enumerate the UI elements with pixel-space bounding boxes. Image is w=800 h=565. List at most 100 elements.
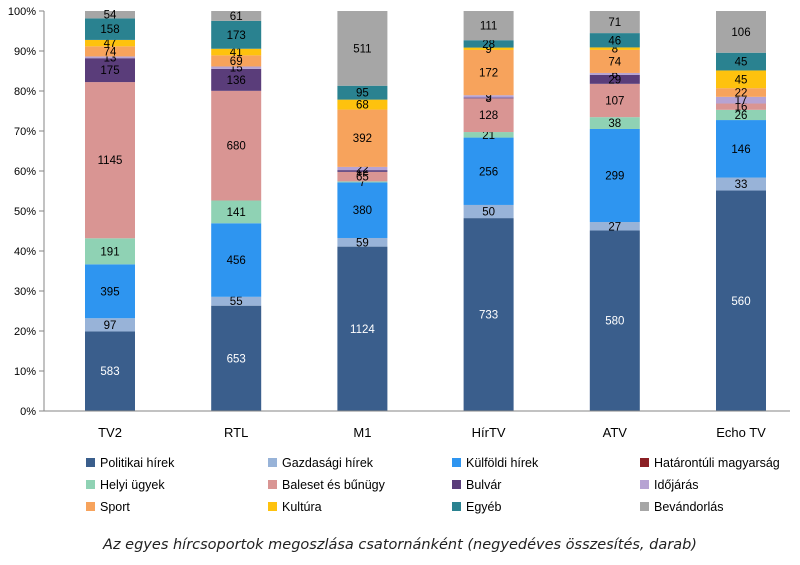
data-label: 16 bbox=[735, 102, 748, 114]
data-label: 74 bbox=[104, 46, 117, 58]
data-label: 380 bbox=[353, 205, 372, 217]
y-tick-label: 50% bbox=[14, 206, 36, 218]
data-label: 191 bbox=[100, 246, 119, 258]
bar-segment bbox=[211, 66, 262, 69]
data-label: 128 bbox=[479, 110, 498, 122]
legend-item: Egyéb bbox=[452, 500, 501, 514]
legend-label: Politikai hírek bbox=[100, 456, 175, 470]
bar-segment bbox=[463, 137, 514, 205]
data-label: 17 bbox=[735, 95, 748, 107]
bar-segment bbox=[716, 103, 766, 110]
data-label: 141 bbox=[227, 207, 246, 219]
bar-segment bbox=[589, 72, 640, 75]
bar-segment bbox=[463, 98, 514, 133]
y-tick-label: 10% bbox=[14, 366, 36, 378]
bar-segment bbox=[589, 128, 640, 223]
data-label: 146 bbox=[731, 144, 750, 156]
legend-item: Határontúli magyarság bbox=[640, 456, 780, 470]
data-label: 8 bbox=[612, 44, 618, 56]
data-label: 175 bbox=[100, 65, 119, 77]
bar-segment bbox=[589, 74, 640, 84]
bar-segment bbox=[85, 318, 135, 332]
data-label: 74 bbox=[608, 56, 621, 68]
legend-label: Időjárás bbox=[654, 478, 698, 492]
data-label: 21 bbox=[482, 130, 495, 142]
legend-label: Bulvár bbox=[466, 478, 501, 492]
data-label: 136 bbox=[227, 75, 246, 87]
data-label: 69 bbox=[230, 56, 243, 68]
data-label: 29 bbox=[608, 74, 621, 86]
bar-segment bbox=[211, 48, 262, 56]
bar-segment bbox=[716, 109, 766, 121]
legend-item: Politikai hírek bbox=[86, 456, 175, 470]
data-label: 560 bbox=[731, 296, 750, 308]
data-label: 1145 bbox=[98, 155, 123, 167]
bar-segment bbox=[85, 331, 135, 411]
data-label: 45 bbox=[735, 74, 748, 86]
bar-segment bbox=[716, 88, 766, 97]
bar-segment bbox=[85, 39, 135, 47]
data-label: 71 bbox=[608, 17, 621, 29]
bar-segment bbox=[211, 68, 262, 91]
bar-segment bbox=[589, 83, 640, 118]
bar-segment bbox=[589, 230, 640, 411]
bar-segment bbox=[337, 85, 388, 100]
legend-label: Sport bbox=[100, 500, 130, 514]
bar-segment bbox=[589, 222, 640, 231]
bar-segment bbox=[85, 18, 135, 40]
legend-label: Baleset és bűnügy bbox=[282, 478, 386, 492]
data-label: 50 bbox=[482, 207, 495, 219]
bar-segment bbox=[463, 11, 514, 41]
legend-swatch bbox=[452, 502, 461, 511]
y-tick-label: 40% bbox=[14, 246, 36, 258]
bar-segment bbox=[463, 97, 514, 99]
data-label: 9 bbox=[485, 91, 491, 103]
bar-segment bbox=[85, 46, 135, 57]
data-label: 653 bbox=[227, 353, 246, 365]
data-label: 41 bbox=[230, 47, 243, 59]
bar-segment bbox=[589, 117, 640, 129]
y-axis: 0% 10% 20% 30% 40% 50% 60% 70% 80% 90% 100% bbox=[8, 6, 45, 418]
data-label: 158 bbox=[100, 24, 119, 36]
legend-swatch bbox=[452, 458, 461, 467]
data-label: 45 bbox=[735, 57, 748, 69]
y-tick-label: 80% bbox=[14, 86, 36, 98]
bar-segment bbox=[211, 90, 262, 201]
legend-swatch bbox=[640, 502, 649, 511]
legend-label: Helyi ügyek bbox=[100, 478, 165, 492]
data-label: 3 bbox=[485, 93, 491, 105]
y-tick-label: 0% bbox=[20, 406, 36, 418]
bar-segment bbox=[716, 190, 766, 411]
legend-label: Kultúra bbox=[282, 500, 322, 514]
data-label: 26 bbox=[735, 110, 748, 122]
y-tick-label: 20% bbox=[14, 326, 36, 338]
legend-item: Időjárás bbox=[640, 478, 698, 492]
bar-segment bbox=[463, 132, 514, 138]
bar-segment bbox=[463, 40, 514, 48]
legend-swatch bbox=[268, 480, 277, 489]
bar-segment bbox=[85, 238, 135, 265]
bar-segment bbox=[337, 246, 388, 411]
legend: Politikai hírek Gazdasági hírek Külföldi h… bbox=[86, 456, 780, 514]
bar-segment bbox=[463, 49, 514, 96]
bar-segment bbox=[85, 264, 135, 319]
bar-segment bbox=[463, 95, 514, 98]
bar-segment bbox=[337, 166, 388, 171]
data-label: 9 bbox=[485, 44, 491, 56]
bar-segment bbox=[337, 11, 388, 86]
y-tick-label: 60% bbox=[14, 166, 36, 178]
legend-swatch bbox=[268, 502, 277, 511]
data-label: 54 bbox=[104, 10, 117, 22]
legend-label: Egyéb bbox=[466, 500, 501, 514]
data-label: 583 bbox=[100, 366, 119, 378]
bar-segment bbox=[463, 204, 514, 219]
bar-segment bbox=[463, 47, 514, 50]
data-label: 7 bbox=[359, 177, 365, 189]
bar-segment bbox=[85, 11, 135, 19]
x-category-label: M1 bbox=[353, 425, 371, 440]
data-label: 55 bbox=[230, 296, 243, 308]
bar-segment bbox=[716, 96, 766, 104]
